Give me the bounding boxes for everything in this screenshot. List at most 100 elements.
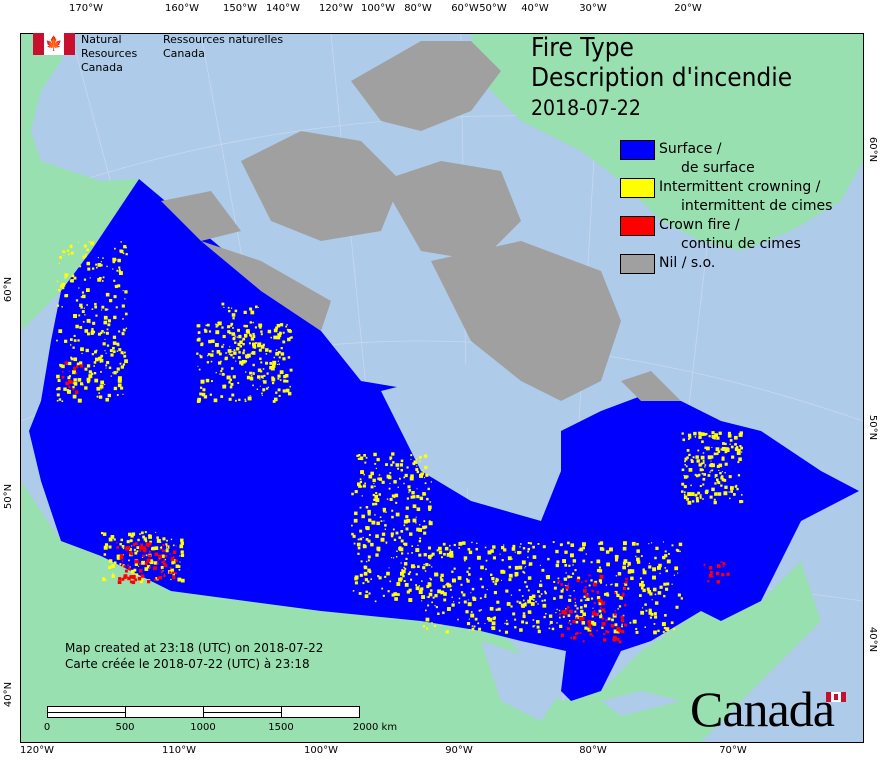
intermittent-patch — [398, 477, 401, 480]
intermittent-patch — [382, 507, 387, 512]
intermittent-patch — [525, 585, 529, 588]
intermittent-patch — [257, 342, 262, 347]
canada-wordmark: Canada — [690, 681, 835, 737]
intermittent-patch — [423, 520, 426, 523]
intermittent-patch — [409, 532, 413, 536]
intermittent-patch — [107, 393, 112, 398]
intermittent-patch — [112, 573, 114, 576]
crown-patch — [175, 559, 178, 562]
intermittent-patch — [408, 588, 412, 592]
intermittent-patch — [103, 553, 107, 556]
intermittent-patch — [122, 393, 124, 395]
intermittent-patch — [221, 326, 224, 329]
intermittent-patch — [277, 374, 281, 378]
intermittent-patch — [530, 602, 535, 606]
intermittent-patch — [364, 461, 367, 464]
intermittent-patch — [238, 398, 241, 401]
crown-patch — [625, 577, 628, 581]
intermittent-patch — [252, 335, 256, 338]
intermittent-patch — [568, 564, 571, 567]
intermittent-patch — [172, 544, 175, 547]
intermittent-patch — [130, 534, 134, 538]
intermittent-patch — [376, 457, 380, 462]
intermittent-patch — [100, 331, 103, 335]
crown-patch — [172, 576, 176, 580]
intermittent-patch — [663, 582, 667, 586]
intermittent-patch — [57, 288, 61, 292]
intermittent-patch — [430, 481, 433, 483]
intermittent-patch — [415, 468, 419, 471]
intermittent-patch — [420, 587, 424, 591]
intermittent-patch — [354, 511, 358, 516]
intermittent-patch — [272, 360, 277, 365]
intermittent-patch — [72, 346, 75, 349]
intermittent-patch — [372, 502, 375, 506]
intermittent-patch — [508, 578, 512, 582]
intermittent-patch — [150, 547, 154, 550]
intermittent-patch — [358, 484, 362, 488]
intermittent-patch — [449, 544, 451, 547]
scale-segment — [203, 706, 282, 718]
intermittent-patch — [686, 456, 689, 459]
intermittent-patch — [700, 432, 705, 436]
intermittent-patch — [525, 621, 528, 625]
intermittent-patch — [481, 585, 484, 589]
intermittent-patch — [569, 595, 572, 597]
crown-patch — [721, 573, 725, 577]
crown-patch — [140, 543, 143, 547]
intermittent-patch — [604, 592, 608, 596]
intermittent-patch — [649, 592, 653, 596]
intermittent-patch — [524, 567, 526, 569]
intermittent-patch — [103, 331, 106, 334]
intermittent-patch — [412, 518, 417, 523]
intermittent-patch — [225, 352, 227, 354]
intermittent-patch — [353, 542, 356, 545]
intermittent-patch — [596, 559, 601, 564]
crown-patch — [592, 582, 597, 587]
intermittent-patch — [702, 452, 705, 454]
intermittent-patch — [403, 524, 406, 527]
intermittent-patch — [375, 467, 378, 470]
intermittent-patch — [622, 565, 626, 570]
intermittent-patch — [428, 521, 433, 526]
intermittent-patch — [396, 550, 398, 552]
intermittent-patch — [273, 335, 278, 340]
intermittent-patch — [623, 541, 627, 546]
intermittent-patch — [227, 306, 230, 309]
intermittent-patch — [271, 364, 276, 368]
intermittent-patch — [106, 265, 108, 268]
intermittent-patch — [451, 578, 456, 583]
intermittent-patch — [532, 545, 535, 549]
intermittent-patch — [529, 595, 533, 600]
intermittent-patch — [543, 615, 546, 619]
intermittent-patch — [590, 620, 595, 625]
longitude-label-bottom: 120°W — [20, 745, 54, 756]
intermittent-patch — [100, 380, 105, 385]
intermittent-patch — [622, 561, 626, 565]
intermittent-patch — [232, 327, 234, 329]
intermittent-patch — [640, 555, 643, 558]
intermittent-patch — [693, 431, 697, 436]
intermittent-patch — [134, 551, 138, 555]
intermittent-patch — [234, 335, 236, 337]
intermittent-patch — [80, 296, 83, 298]
intermittent-patch — [734, 435, 738, 440]
crown-patch — [156, 562, 159, 565]
crown-patch — [603, 610, 606, 613]
crown-patch — [132, 543, 136, 547]
intermittent-patch — [391, 515, 394, 519]
intermittent-patch — [200, 342, 204, 345]
intermittent-patch — [612, 613, 617, 618]
intermittent-patch — [579, 547, 584, 552]
intermittent-patch — [370, 485, 374, 489]
intermittent-patch — [159, 547, 163, 550]
intermittent-patch — [228, 309, 231, 313]
intermittent-patch — [555, 549, 559, 554]
crown-patch — [145, 542, 148, 544]
intermittent-patch — [690, 460, 694, 463]
intermittent-patch — [278, 394, 281, 397]
intermittent-patch — [71, 274, 75, 278]
intermittent-patch — [72, 382, 75, 384]
intermittent-patch — [154, 546, 159, 551]
crown-patch — [163, 563, 168, 567]
